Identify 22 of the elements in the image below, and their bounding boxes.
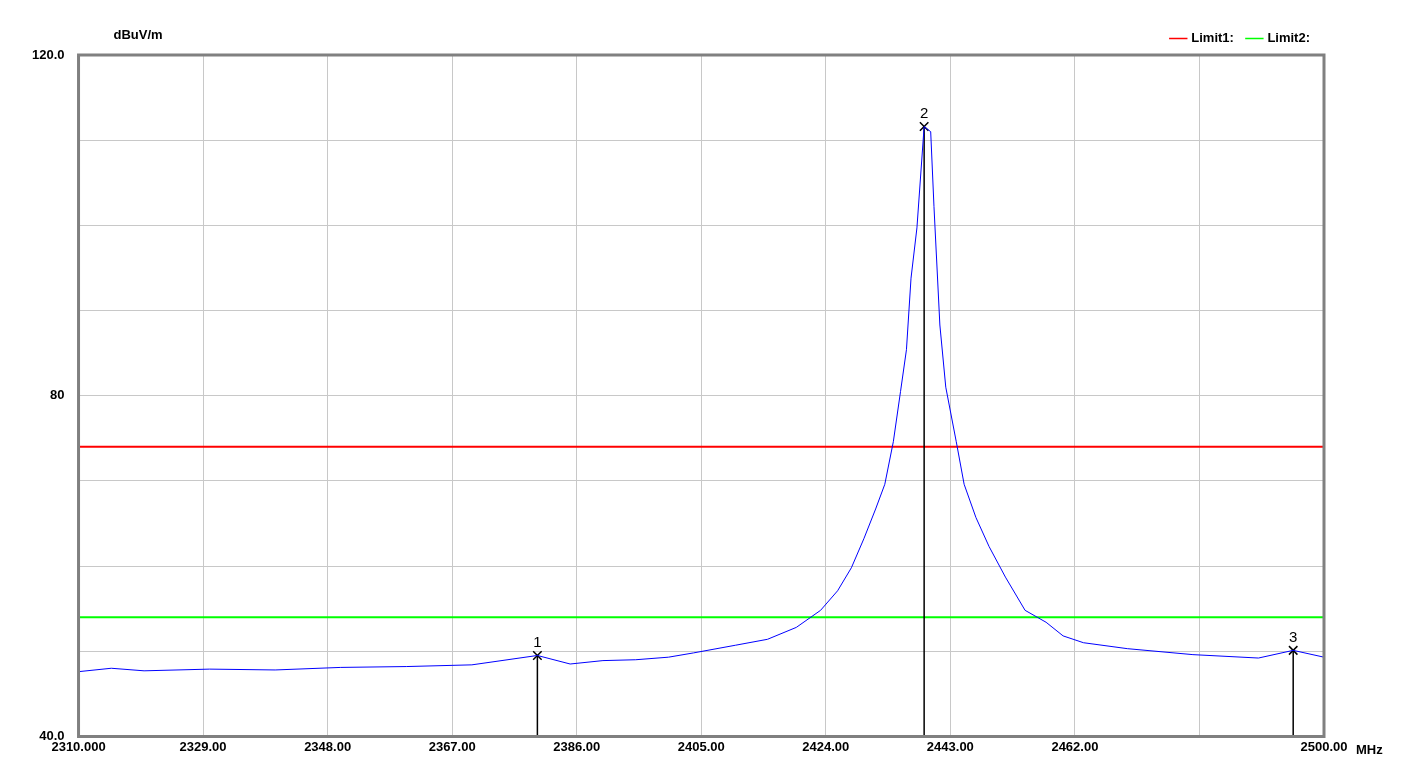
y-tick-label: 40.0 <box>39 727 65 743</box>
point <box>919 121 930 132</box>
y-tick-label: 120.0 <box>31 46 65 62</box>
point <box>1288 645 1299 656</box>
legend-label: Limit2: <box>1267 30 1311 46</box>
x-tick-label: 2348.00 <box>304 738 352 754</box>
annotation: 2 <box>919 104 929 122</box>
x-tick-label: 2405.00 <box>677 738 725 754</box>
x-tick-label: 2367.00 <box>428 738 476 754</box>
x-axis-title: MHz <box>1356 742 1384 758</box>
y-tick-label: 80 <box>50 387 65 403</box>
x-tick-label: 2386.00 <box>553 738 601 754</box>
x-tick-label: 2329.00 <box>179 738 227 754</box>
annotation: 1 <box>533 633 542 651</box>
y-axis-title: dBuV/m <box>113 26 163 42</box>
x-tick-label: 2462.00 <box>1051 738 1099 754</box>
x-tick-label: 2424.00 <box>802 738 850 754</box>
annotation: 3 <box>1289 628 1298 646</box>
legend-label: Limit1: <box>1191 30 1234 46</box>
x-tick-label: 2443.00 <box>926 738 974 754</box>
point <box>532 650 543 661</box>
x-tick-label: 2500.00 <box>1300 738 1348 754</box>
